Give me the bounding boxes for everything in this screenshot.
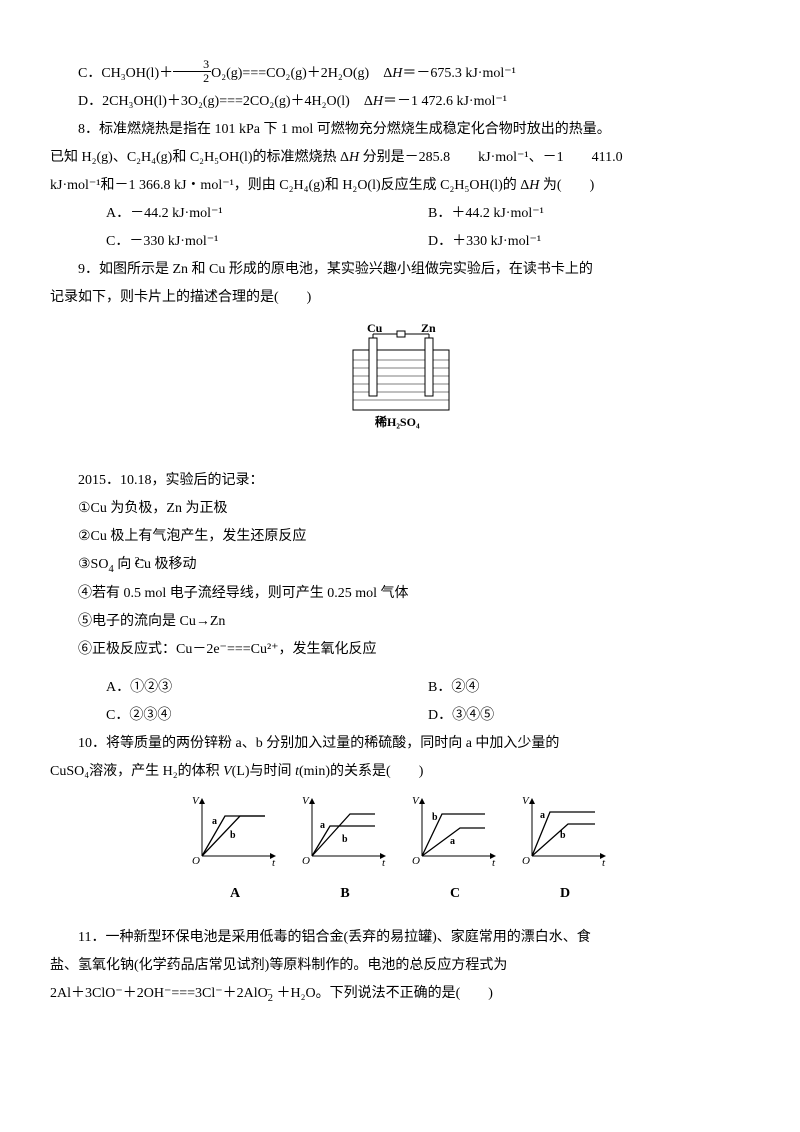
svg-text:O: O: [192, 855, 200, 867]
q9-stem-line1: 9．如图所示是 Zn 和 Cu 形成的原电池，某实验兴趣小组做完实验后，在读书卡…: [50, 256, 750, 284]
q10-stem-line2: CuSO₄溶液，产生 H₂的体积 V(L)与时间 t(min)的关系是( ): [50, 758, 750, 786]
q9-option-a: A．①②③: [106, 674, 428, 702]
svg-text:b: b: [342, 834, 348, 845]
delta-h: H: [529, 178, 539, 193]
zn-label: Zn: [421, 321, 436, 335]
svg-text:t: t: [382, 857, 386, 869]
q7-option-c: C．CH₃OH(l)＋32O₂(g)===CO₂(g)＋2H₂O(g) ΔH＝－…: [50, 60, 750, 88]
cu-label: Cu: [367, 321, 383, 335]
svg-text:t: t: [272, 857, 276, 869]
graph-d-label: D: [520, 880, 610, 908]
frac-den: 2: [173, 72, 211, 85]
delta-h: H: [349, 150, 359, 165]
text: (min)的关系是( ): [299, 764, 423, 779]
graph-c: V t O b a C: [410, 794, 500, 908]
text: 2Al＋3ClO⁻＋2OH⁻===3Cl⁻＋2AlO: [50, 986, 268, 1001]
svg-text:O: O: [412, 855, 420, 867]
svg-text:V: V: [522, 795, 530, 807]
graph-a-label: A: [190, 880, 280, 908]
q11-stem-line2: 盐、氢氧化钠(化学药品店常见试剂)等原料制作的。电池的总反应方程式为: [50, 952, 750, 980]
text: 分别是－285.8 kJ·mol⁻¹、－1 411.0: [359, 150, 622, 165]
solution-label: 稀H₂SO₄: [375, 414, 420, 429]
q9-record-3: ③SO42− 向 Cu 极移动: [50, 551, 750, 580]
alo2-charge: 2−: [268, 986, 273, 1001]
text: ＋H₂O。下列说法不正确的是( ): [277, 986, 493, 1001]
svg-text:O: O: [302, 855, 310, 867]
q8-option-d: D．＋330 kJ·mol⁻¹: [428, 228, 750, 256]
svg-text:b: b: [230, 830, 236, 841]
svg-text:t: t: [492, 857, 496, 869]
svg-text:O: O: [522, 855, 530, 867]
text: ＝－1 472.6 kJ·mol⁻¹: [383, 94, 507, 109]
q11-stem-line1: 11．一种新型环保电池是采用低毒的铝合金(丢弃的易拉罐)、家庭常用的漂白水、食: [50, 924, 750, 952]
q9-record-4: ④若有 0.5 mol 电子流经导线，则可产生 0.25 mol 气体: [50, 580, 750, 608]
svg-text:a: a: [212, 816, 217, 827]
q9-option-d: D．③④⑤: [428, 702, 750, 730]
text: 为( ): [539, 178, 594, 193]
q8-stem-line1: 8．标准燃烧热是指在 101 kPa 下 1 mol 可燃物充分燃烧生成稳定化合…: [50, 116, 750, 144]
svg-text:V: V: [412, 795, 420, 807]
var-v: V: [223, 764, 232, 779]
q10-figures: V t O a b A V t O a b B V t: [50, 794, 750, 908]
q8-stem-line2: 已知 H₂(g)、C₂H₄(g)和 C₂H₅OH(l)的标准燃烧热 ΔH 分别是…: [50, 144, 750, 172]
q9-figure: Cu Zn 稀H₂SO₄: [50, 320, 750, 441]
graph-b-label: B: [300, 880, 390, 908]
q9-record-date: 2015．10.18，实验后的记录：: [50, 467, 750, 495]
text: ③SO: [78, 557, 108, 572]
q9-record-1: ①Cu 为负极，Zn 为正极: [50, 495, 750, 523]
q11-equation: 2Al＋3ClO⁻＋2OH⁻===3Cl⁻＋2AlO2− ＋H₂O。下列说法不正…: [50, 980, 750, 1009]
q10-stem-line1: 10．将等质量的两份锌粉 a、b 分别加入过量的稀硫酸，同时向 a 中加入少量的: [50, 730, 750, 758]
svg-text:b: b: [560, 830, 566, 841]
svg-text:V: V: [192, 795, 200, 807]
text: 已知 H₂(g)、C₂H₄(g)和 C₂H₅OH(l)的标准燃烧热 Δ: [50, 150, 349, 165]
q9-stem-line2: 记录如下，则卡片上的描述合理的是( ): [50, 284, 750, 312]
q9-record-2: ②Cu 极上有气泡产生，发生还原反应: [50, 523, 750, 551]
frac-num: 3: [173, 58, 211, 72]
q8-option-b: B．＋44.2 kJ·mol⁻¹: [428, 200, 750, 228]
graph-d: V t O a b D: [520, 794, 610, 908]
svg-text:V: V: [302, 795, 310, 807]
q9-record-5: ⑤电子的流向是 Cu→Zn: [50, 608, 750, 636]
text: ＝－675.3 kJ·mol⁻¹: [402, 66, 515, 81]
delta-h: H: [373, 94, 383, 109]
text: C．CH₃OH(l)＋: [78, 66, 173, 81]
text: kJ·mol⁻¹和－1 366.8 kJ・mol⁻¹，则由 C₂H₄(g)和 H…: [50, 178, 529, 193]
q8-option-c: C．－330 kJ·mol⁻¹: [106, 228, 428, 256]
graph-b: V t O a b B: [300, 794, 390, 908]
graph-c-label: C: [410, 880, 500, 908]
text: CuSO₄溶液，产生 H₂的体积: [50, 764, 223, 779]
svg-text:t: t: [602, 857, 606, 869]
text: O₂(g)===CO₂(g)＋2H₂O(g) Δ: [211, 66, 392, 81]
so4-charge: 42−: [108, 557, 113, 572]
svg-text:a: a: [320, 820, 325, 831]
delta-h: H: [392, 66, 402, 81]
q9-record-6: ⑥正极反应式：Cu－2e⁻===Cu²⁺，发生氧化反应: [50, 636, 750, 664]
text: (L)与时间: [232, 764, 295, 779]
svg-text:a: a: [450, 836, 455, 847]
svg-text:b: b: [432, 812, 438, 823]
svg-text:a: a: [540, 810, 545, 821]
q9-option-b: B．②④: [428, 674, 750, 702]
graph-a: V t O a b A: [190, 794, 280, 908]
q8-option-a: A．－44.2 kJ·mol⁻¹: [106, 200, 428, 228]
text: D．2CH₃OH(l)＋3O₂(g)===2CO₂(g)＋4H₂O(l) Δ: [78, 94, 373, 109]
q9-option-c: C．②③④: [106, 702, 428, 730]
q8-stem-line3: kJ·mol⁻¹和－1 366.8 kJ・mol⁻¹，则由 C₂H₄(g)和 H…: [50, 172, 750, 200]
q7-option-d: D．2CH₃OH(l)＋3O₂(g)===2CO₂(g)＋4H₂O(l) ΔH＝…: [50, 88, 750, 116]
